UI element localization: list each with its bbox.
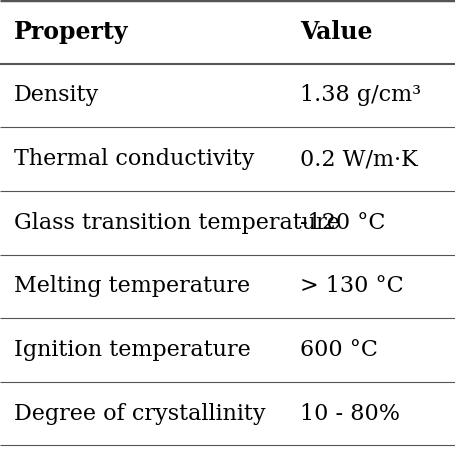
Text: > 130 °C: > 130 °C xyxy=(300,275,404,298)
Text: Ignition temperature: Ignition temperature xyxy=(14,339,250,361)
Text: 10 - 80%: 10 - 80% xyxy=(300,403,400,425)
Text: 0.2 W/m·K: 0.2 W/m·K xyxy=(300,148,418,170)
Text: Glass transition temperature: Glass transition temperature xyxy=(14,212,339,234)
Text: Value: Value xyxy=(300,20,373,44)
Text: Degree of crystallinity: Degree of crystallinity xyxy=(14,403,265,425)
Text: Property: Property xyxy=(14,20,128,44)
Text: Density: Density xyxy=(14,85,99,106)
Text: Thermal conductivity: Thermal conductivity xyxy=(14,148,254,170)
Text: Melting temperature: Melting temperature xyxy=(14,275,250,298)
Text: -120 °C: -120 °C xyxy=(300,212,386,234)
Text: 1.38 g/cm³: 1.38 g/cm³ xyxy=(300,85,421,106)
Text: 600 °C: 600 °C xyxy=(300,339,378,361)
